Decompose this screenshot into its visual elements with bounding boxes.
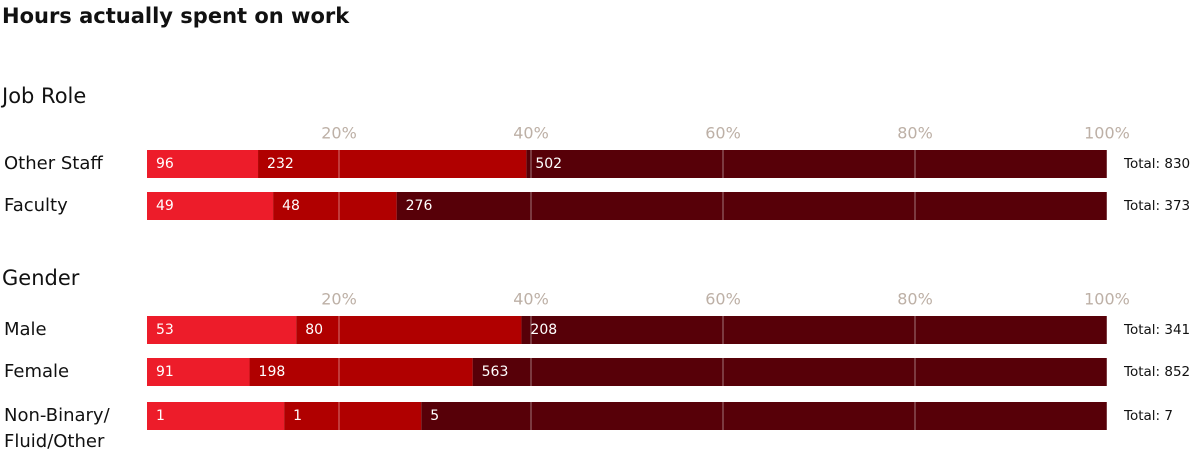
x-tick-label: 60%	[705, 290, 741, 309]
segment-label: 1	[156, 408, 165, 424]
category-label: Female	[4, 361, 70, 382]
total-label: Total: 7	[1123, 408, 1173, 424]
total-label: Total: 830	[1123, 156, 1190, 172]
bar-segment	[284, 402, 422, 430]
x-tick-label: 100%	[1084, 124, 1130, 143]
segment-label: 53	[156, 322, 174, 338]
segment-label: 5	[430, 408, 439, 424]
segment-label: 49	[156, 198, 174, 214]
bar-segment	[147, 192, 274, 220]
x-tick-label: 40%	[513, 290, 549, 309]
segment-label: 48	[282, 198, 300, 214]
bar-segment	[526, 150, 1107, 178]
total-label: Total: 341	[1123, 322, 1190, 338]
x-tick-label: 20%	[321, 290, 357, 309]
category-label: Male	[4, 319, 47, 340]
bar-segment	[396, 192, 1107, 220]
segment-label: 276	[406, 198, 433, 214]
bar-segment	[147, 402, 285, 430]
category-label: Faculty	[4, 195, 68, 216]
panel-title: Gender	[2, 266, 80, 290]
panel-title: Job Role	[0, 84, 86, 108]
category-label: Non-Binary/ Fluid/Other	[4, 405, 110, 452]
segment-label: 96	[156, 156, 174, 172]
segment-label: 1	[293, 408, 302, 424]
category-label: Other Staff	[4, 153, 103, 174]
segment-label: 232	[267, 156, 294, 172]
x-tick-label: 80%	[897, 124, 933, 143]
bar-segment	[472, 358, 1107, 386]
segment-label: 502	[535, 156, 562, 172]
bar-segment	[421, 402, 1107, 430]
page-title: Hours actually spent on work	[2, 4, 350, 28]
segment-label: 563	[482, 364, 509, 380]
bar-segment	[249, 358, 473, 386]
x-tick-label: 20%	[321, 124, 357, 143]
segment-label: 91	[156, 364, 174, 380]
total-label: Total: 373	[1123, 198, 1190, 214]
x-tick-label: 60%	[705, 124, 741, 143]
x-tick-label: 40%	[513, 124, 549, 143]
bar-segment	[147, 150, 259, 178]
bar-segment	[521, 316, 1107, 344]
bar-segment	[296, 316, 522, 344]
bar-segment	[147, 316, 297, 344]
total-label: Total: 852	[1123, 364, 1190, 380]
x-tick-label: 80%	[897, 290, 933, 309]
bar-segment	[258, 150, 527, 178]
segment-label: 198	[259, 364, 286, 380]
bar-segment	[147, 358, 250, 386]
segment-label: 80	[305, 322, 323, 338]
bar-segment	[273, 192, 397, 220]
x-tick-label: 100%	[1084, 290, 1130, 309]
segment-label: 208	[530, 322, 557, 338]
